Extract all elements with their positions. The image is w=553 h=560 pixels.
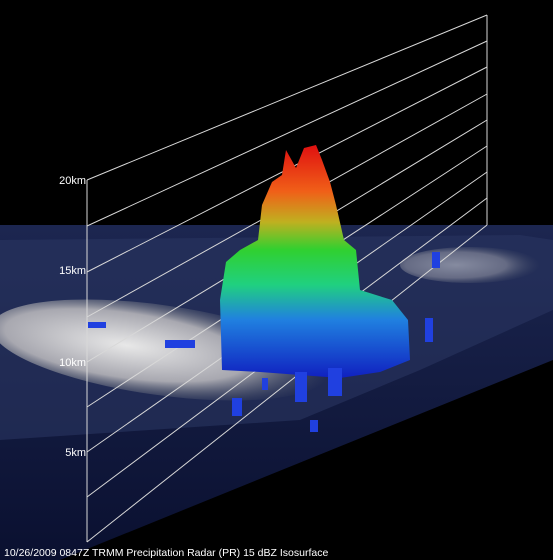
height-label: 20km — [59, 175, 86, 187]
caption: 10/26/2009 0847Z TRMM Precipitation Rada… — [4, 547, 328, 559]
height-label: 15km — [59, 265, 86, 277]
height-label: 5km — [65, 447, 86, 459]
height-label: 10km — [59, 357, 86, 369]
radar-image: 20km 15km 10km 5km 10/26/2009 0847Z TRMM… — [0, 0, 553, 560]
